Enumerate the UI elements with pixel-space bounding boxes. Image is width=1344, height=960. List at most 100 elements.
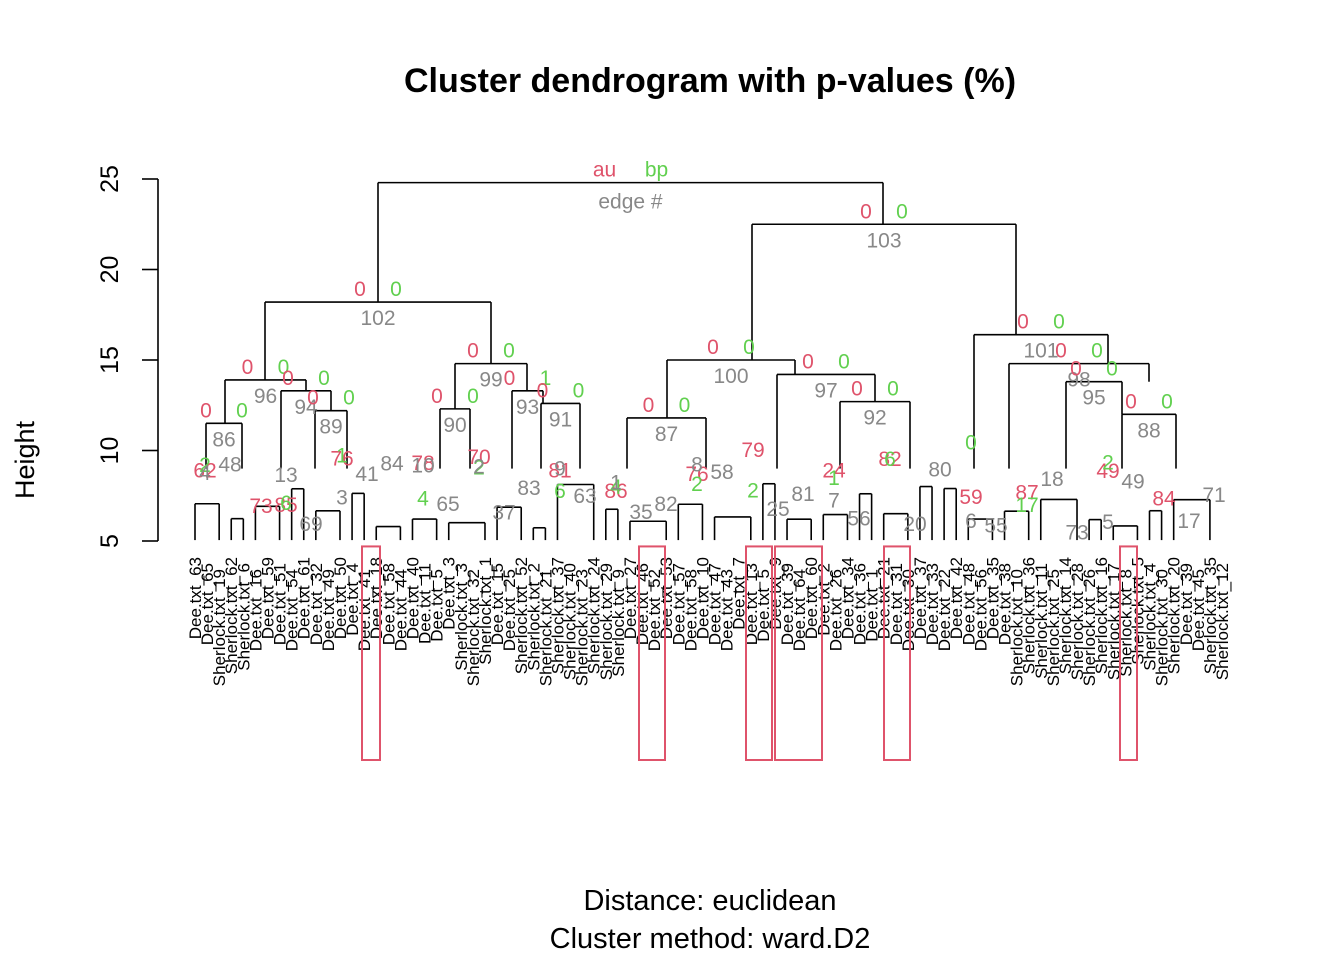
edge-number: 3 [336,487,348,510]
distance-label: Distance: euclidean [583,885,836,917]
leaf-label: Sherlock.txt_26 [1080,569,1099,686]
au-value: 86 [604,480,627,503]
legend-edge: edge # [598,191,663,214]
highlight-rectangles [361,545,1138,761]
edge-number: 65 [436,493,459,516]
leaf-label: Dee.txt_35 [983,557,1002,639]
edge-number: 1 [610,472,622,495]
leaf-label: Dee.txt_60 [802,557,821,639]
leaf-label: Dee.txt_16 [246,569,265,651]
leaf-label: Dee.txt_39 [778,563,797,645]
y-axis-label: Height [10,420,40,499]
au-value-93: 0 [504,367,516,390]
bp-value: 17 [1015,494,1038,517]
au-value: 81 [548,459,571,482]
edge-number: 2 [473,456,485,479]
au-value-99: 0 [467,340,479,363]
leaf-label: Sherlock.txt_6 [234,563,253,671]
edge-number: 20 [903,513,926,536]
au-value-89: 0 [307,387,319,410]
y-tick-label-10: 10 [96,437,124,465]
edge-number: 17 [1177,510,1200,533]
leaf-label: Sherlock.txt_3 [452,563,471,671]
edge-number-94: 94 [294,396,318,419]
edge-number-86: 86 [212,428,235,451]
leaf-label: Dee.txt_44 [391,569,410,651]
au-value-87: 0 [643,394,655,417]
leaf-label: Dee.txt_31 [887,563,906,645]
leaf-label: Dee.txt_47 [706,563,725,645]
edge-number-87: 87 [655,423,678,446]
y-tick-label-20: 20 [96,256,124,284]
leaf-label: Dee.txt_37 [911,557,930,639]
bp-value: 4 [417,488,429,511]
au-value: 84 [1152,488,1176,511]
au-value: 70 [467,446,490,469]
leaf-label: Dee.txt_36 [851,563,870,645]
leaf-label: Sherlock.txt_1 [476,557,495,665]
edge-number: 5 [1102,511,1114,534]
au-value-97: 0 [802,350,814,373]
leaf-label: Dee.txt_10 [693,557,712,639]
edge-number: 49 [1121,471,1144,494]
au-value: 82 [878,448,901,471]
au-value: 49 [1096,460,1119,483]
edge-number-103: 103 [866,229,901,252]
bp-value-93: 1 [540,367,552,390]
leaf-label: Sherlock.txt_12 [1213,563,1232,680]
leaf-label: Sherlock.txt_19 [210,569,229,686]
au-value: 62 [193,459,216,482]
bp-value-94: 0 [318,367,330,390]
leaf-label: Dee.txt_46 [633,563,652,645]
leaf-label: Sherlock.txt_24 [585,557,604,674]
leaf-label: Dee.txt_4 [343,563,362,636]
leaf-label: Dee.txt_27 [621,557,640,639]
au-value: 87 [1015,481,1038,504]
label-legend: au bp edge # [593,159,668,214]
au-value: 24 [822,459,846,482]
leaf-label: Sherlock.txt_2 [524,563,543,671]
leaf-label: Sherlock.txt_37 [548,557,567,674]
bp-value: 2 [691,473,703,496]
cluster-highlight-rect [883,545,911,761]
cluster-highlight-rect [745,545,773,761]
edge-number-96: 96 [254,385,277,408]
bp-value-103: 0 [896,200,908,223]
leaf-label: Dee.txt_58 [681,569,700,651]
leaf-label: Dee.txt_5 [754,569,773,642]
leaf-label: Sherlock.txt_9 [609,569,628,677]
leaf-label: Sherlock.txt_28 [1068,563,1087,680]
cluster-method-label: Cluster method: ward.D2 [550,923,871,955]
legend-au: au [593,159,616,182]
edge-number: 37 [492,501,515,524]
cluster-highlight-rect [361,545,381,761]
leaf-label: Dee.txt_7 [730,557,749,630]
y-axis: 5 10 15 20 25 [96,165,159,548]
leaf-label: Sherlock.txt_62 [222,557,241,674]
bp-value-101: 0 [1053,311,1065,334]
leaf-label: Dee.txt_38 [996,563,1015,645]
y-tick-label-25: 25 [96,165,124,193]
edge-number-95: 95 [1082,387,1105,410]
edge-number: 9 [554,458,566,481]
leaf-label: Dee.txt_49 [319,569,338,651]
edge-number: 25 [766,498,789,521]
leaf-label: Dee.txt_48 [959,563,978,645]
bp-value-98: 0 [1091,340,1103,363]
bp-value: 2 [199,454,211,477]
leaf-label: Sherlock.txt_17 [1104,563,1123,680]
au-value-91: 0 [537,379,549,402]
bp-value-86: 0 [236,399,248,422]
edge-number: 10 [411,455,434,478]
bp-value-89: 0 [343,387,355,410]
leaf-label: Sherlock.txt_14 [1056,557,1075,674]
leaf-label: Dee.txt_61 [295,557,314,639]
leaf-label: Sherlock.txt_11 [1032,563,1051,679]
edge-number: 4 [199,462,211,485]
leaf-label: Sherlock.txt_10 [1008,569,1027,686]
edge-number: 83 [517,477,540,500]
leaf-label: Dee.txt_59 [258,557,277,639]
leaf-label: Dee.txt_64 [790,569,809,651]
